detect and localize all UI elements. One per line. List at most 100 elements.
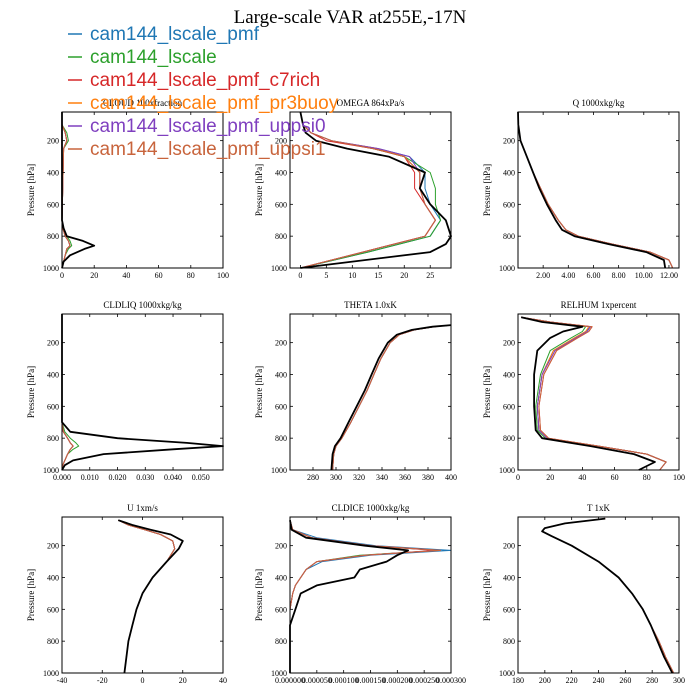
series-line (541, 517, 674, 674)
plot-frame (289, 111, 452, 269)
x-tick-label: 0.020 (109, 473, 127, 482)
y-tick-label: 600 (47, 605, 59, 614)
x-tick-label: 8.00 (612, 271, 626, 280)
x-tick-label: 12.00 (660, 271, 678, 280)
y-tick-label: 200 (275, 137, 287, 146)
panel: U 1xm/s -40 -20 0 20 40 200 400 600 800 1000 Pressu… (26, 503, 227, 685)
y-tick-label: 600 (47, 402, 59, 411)
y-tick-label: 400 (47, 573, 59, 582)
series-line (61, 314, 74, 471)
x-tick-label: 100 (673, 473, 685, 482)
x-tick-label: 0 (516, 473, 520, 482)
x-tick-label: 260 (619, 676, 631, 685)
x-tick-label: 240 (593, 676, 605, 685)
x-tick-label: -40 (57, 676, 68, 685)
series-line (289, 520, 441, 673)
x-tick-label: 0.000250 (409, 676, 439, 685)
plot-frame (517, 313, 680, 471)
y-axis-label: Pressure [hPa] (482, 366, 492, 418)
legend-item: cam144_lscale_pmf_uppsi0 (68, 116, 326, 137)
x-tick-label: 180 (512, 676, 524, 685)
y-tick-label: 1000 (271, 466, 287, 475)
series-line (517, 111, 667, 269)
series-line (61, 112, 71, 269)
series-line (517, 111, 674, 269)
y-tick-label: 800 (275, 637, 287, 646)
x-tick-label: 40 (219, 676, 227, 685)
legend-label: cam144_lscale_pmf_uppsi0 (90, 116, 326, 137)
x-tick-label: 20 (179, 676, 187, 685)
x-tick-label: 10.00 (635, 271, 653, 280)
y-axis-label: Pressure [hPa] (482, 569, 492, 621)
y-tick-label: 1000 (43, 466, 59, 475)
plot-frame (517, 111, 680, 269)
x-tick-label: 280 (307, 473, 319, 482)
series-line (118, 519, 184, 674)
x-tick-label: 10 (348, 271, 356, 280)
x-tick-label: 80 (187, 271, 195, 280)
plot-frame (289, 516, 452, 674)
plot-frame (61, 111, 224, 269)
x-tick-label: 0.050 (192, 473, 210, 482)
series-line (61, 314, 74, 471)
x-tick-label: 400 (445, 473, 457, 482)
x-tick-label: 4.00 (561, 271, 575, 280)
y-axis-label: Pressure [hPa] (26, 569, 36, 621)
panel-title: CLOUD 100xfraction (103, 98, 183, 108)
y-axis-label: Pressure [hPa] (254, 366, 264, 418)
x-tick-label: 2.00 (536, 271, 550, 280)
y-tick-label: 600 (47, 200, 59, 209)
series-line (289, 520, 452, 673)
y-tick-label: 1000 (43, 669, 59, 678)
series-line (520, 316, 656, 471)
y-tick-label: 200 (503, 542, 515, 551)
y-tick-label: 400 (47, 168, 59, 177)
y-tick-label: 800 (47, 637, 59, 646)
legend-item: cam144_lscale (68, 47, 217, 68)
y-tick-label: 800 (503, 637, 515, 646)
y-tick-label: 1000 (499, 669, 515, 678)
y-tick-label: 200 (275, 542, 287, 551)
y-tick-label: 400 (275, 168, 287, 177)
x-tick-label: 0 (298, 271, 302, 280)
panel-title: CLDICE 1000xkg/kg (332, 503, 410, 513)
x-tick-label: 80 (643, 473, 651, 482)
series-line (289, 520, 441, 673)
y-tick-label: 200 (47, 137, 59, 146)
series-line (332, 324, 452, 471)
legend-label: cam144_lscale_pmf_uppsi1 (90, 139, 326, 160)
y-tick-label: 400 (503, 573, 515, 582)
figure-title: Large-scale VAR at255E,-17N (234, 7, 467, 28)
x-tick-label: 15 (374, 271, 382, 280)
y-tick-label: 200 (47, 542, 59, 551)
legend-label: cam144_lscale_pmf_c7rich (90, 70, 320, 91)
legend-item: cam144_lscale_pmf_uppsi1 (68, 139, 326, 160)
x-tick-label: 360 (399, 473, 411, 482)
x-tick-label: 0.000000 (275, 676, 305, 685)
legend-label: cam144_lscale_pmf (90, 24, 260, 45)
series-line (299, 111, 436, 269)
y-tick-label: 400 (47, 370, 59, 379)
x-tick-label: 20 (400, 271, 408, 280)
panel: T 1xK 180 200 220 240 260 280 300 200 400 600 800 10… (482, 503, 685, 685)
y-axis-label: Pressure [hPa] (254, 164, 264, 216)
x-tick-label: 0.010 (81, 473, 99, 482)
panel: Q 1000xkg/kg 2.00 4.00 6.00 8.00 10.00 12.00 20… (482, 98, 680, 280)
x-tick-label: 0.000 (53, 473, 71, 482)
x-tick-label: 220 (566, 676, 578, 685)
series-line (521, 316, 667, 471)
x-tick-label: 0 (60, 271, 64, 280)
legend-item: cam144_lscale_pmf_pr3buoy (68, 93, 339, 114)
plot-frame (61, 313, 224, 471)
panel: OMEGA 864xPa/s 0 5 10 15 20 25 200 400 600 800 1000… (254, 98, 452, 280)
legend-label: cam144_lscale_pmf_pr3buoy (90, 93, 339, 114)
legend-item: cam144_lscale_pmf (68, 24, 260, 45)
series-line (61, 314, 74, 471)
series-line (332, 324, 452, 471)
series-line (332, 324, 452, 471)
x-tick-label: 300 (673, 676, 685, 685)
x-tick-label: 0.040 (164, 473, 182, 482)
legend-item: cam144_lscale_pmf_c7rich (68, 70, 320, 91)
